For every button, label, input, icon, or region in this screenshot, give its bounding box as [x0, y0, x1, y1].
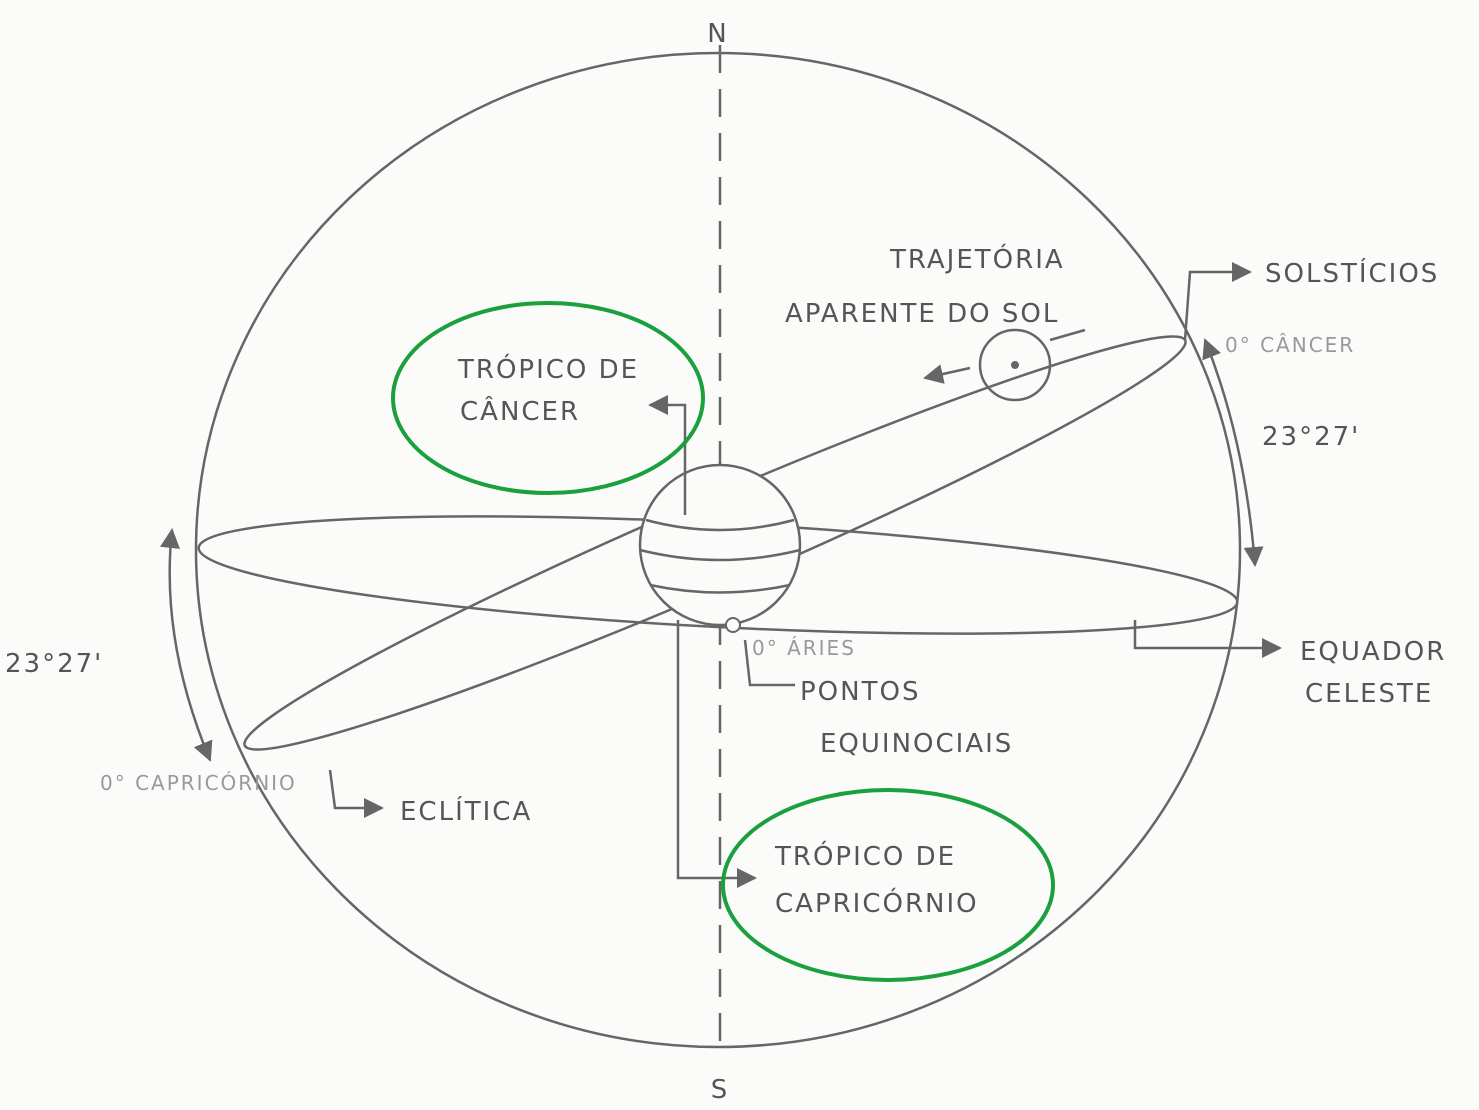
- aries-point-label: 0° ÁRIES: [752, 636, 856, 660]
- equinox-label: PONTOS: [800, 677, 920, 707]
- tilt-label: 23°27': [1262, 422, 1360, 452]
- tropic-label: CÂNCER: [460, 395, 580, 427]
- tropic-label: TRÓPICO DE: [774, 840, 956, 872]
- capricorn-point-label: 0° CAPRICÓRNIO: [100, 771, 297, 795]
- ecliptic-label: ECLÍTICA: [400, 795, 532, 827]
- equinox-label: EQUINOCIAIS: [820, 729, 1013, 759]
- tilt-label: 23°27': [5, 649, 103, 679]
- drawing: [170, 45, 1280, 1047]
- arrow: [1135, 620, 1280, 648]
- solstices-label: SOLSTÍCIOS: [1265, 257, 1439, 289]
- arrow: [1185, 272, 1250, 340]
- equator-label: CELESTE: [1305, 679, 1433, 709]
- north-label: N: [707, 19, 728, 49]
- sun-path-label: TRAJETÓRIA: [889, 243, 1065, 275]
- equinox-point: [726, 618, 740, 632]
- tropic-label: TRÓPICO DE: [457, 353, 639, 385]
- sun-path-label: APARENTE DO SOL: [785, 299, 1059, 329]
- cancer-point-label: 0° CÂNCER: [1225, 333, 1355, 357]
- tropic-label: CAPRICÓRNIO: [775, 887, 979, 919]
- celestial-sphere-diagram: N S TRAJETÓRIA APARENTE DO SOL SOLSTÍCIO…: [0, 0, 1479, 1110]
- south-label: S: [711, 1075, 730, 1105]
- highlight: [723, 790, 1053, 980]
- arc-arrow: [170, 530, 210, 760]
- stroke: [1050, 330, 1085, 340]
- equator-label: EQUADOR: [1300, 637, 1446, 667]
- arrow: [925, 368, 970, 378]
- sun-center: [1011, 361, 1019, 369]
- earth: [640, 465, 800, 625]
- arrow: [330, 770, 382, 808]
